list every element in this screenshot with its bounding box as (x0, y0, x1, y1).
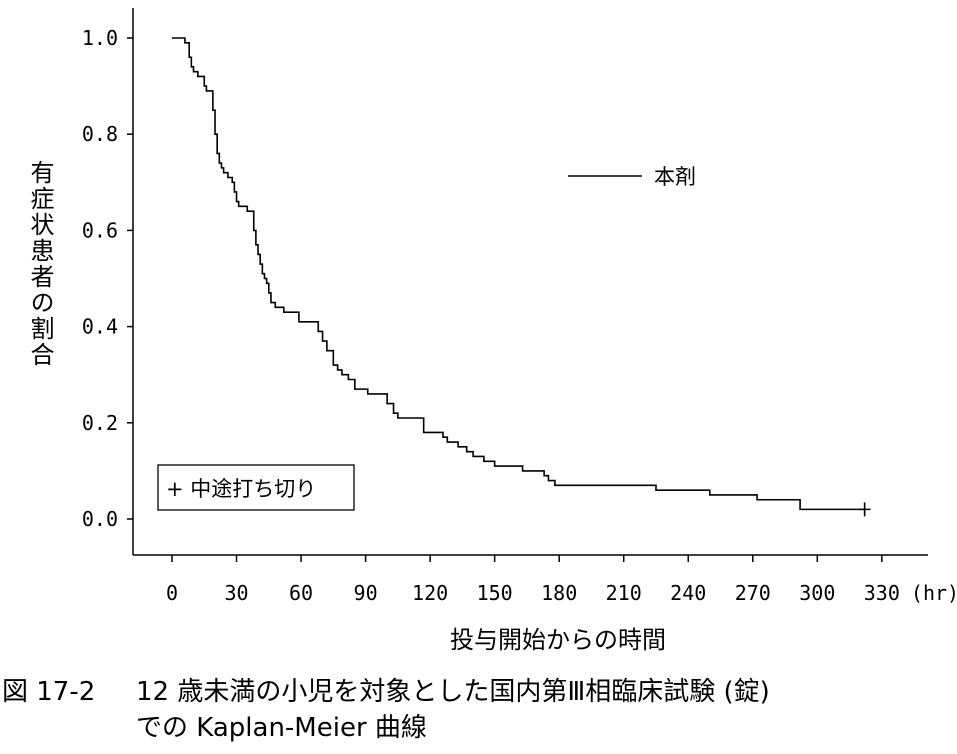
x-axis-label: 投与開始からの時間 (450, 626, 666, 654)
x-tick-label: 180 (541, 581, 577, 605)
km-curve-line (172, 37, 865, 511)
x-tick-label: 0 (166, 581, 178, 605)
x-ticks: 0 30 60 90 120 150 180 210 240 270 300 330 (166, 555, 900, 605)
legend-censor-label: + 中途打ち切り (166, 477, 316, 501)
x-tick-label: 210 (606, 581, 642, 605)
censor-marks (858, 502, 871, 517)
x-tick-label: 120 (412, 581, 448, 605)
figure-caption: 図 17-2 12 歳未満の小児を対象とした国内第Ⅲ相臨床試験 (錠) での K… (2, 674, 957, 746)
legend-censor-box: + 中途打ち切り (157, 464, 355, 511)
x-tick-label: 300 (799, 581, 835, 605)
legend-censor-frame (157, 464, 355, 511)
x-tick-label: 150 (477, 581, 513, 605)
y-tick-label: 0.6 (82, 218, 118, 242)
caption-title-line2: での Kaplan-Meier 曲線 (136, 713, 427, 743)
x-axis-unit: (hr) (911, 581, 957, 605)
caption-indent (2, 710, 136, 746)
x-tick-label: 60 (289, 581, 313, 605)
caption-title-line1: 12 歳未満の小児を対象とした国内第Ⅲ相臨床試験 (錠) (136, 677, 770, 707)
caption-figure-number: 図 17-2 (2, 677, 96, 707)
x-tick-label: 90 (354, 581, 378, 605)
x-tick-label: 330 (864, 581, 900, 605)
y-tick-label: 1.0 (82, 26, 118, 50)
y-tick-label: 0.4 (82, 315, 118, 339)
legend-line-entry: 本剤 (568, 165, 696, 189)
x-tick-label: 270 (735, 581, 771, 605)
x-tick-label: 30 (224, 581, 248, 605)
legend-line-label: 本剤 (654, 165, 696, 189)
x-tick-label: 240 (670, 581, 706, 605)
y-tick-label: 0.0 (82, 507, 118, 531)
censor-mark (858, 502, 871, 517)
chart-axes (132, 8, 928, 556)
y-axis-label: 有症状患者の割合 (26, 160, 54, 368)
y-ticks: 0.0 0.2 0.4 0.6 0.8 1.0 (82, 26, 133, 531)
y-tick-label: 0.2 (82, 411, 118, 435)
y-tick-label: 0.8 (82, 122, 118, 146)
kaplan-meier-chart: 0.0 0.2 0.4 0.6 0.8 1.0 0 30 60 90 120 150 180 210 24… (26, 8, 957, 654)
